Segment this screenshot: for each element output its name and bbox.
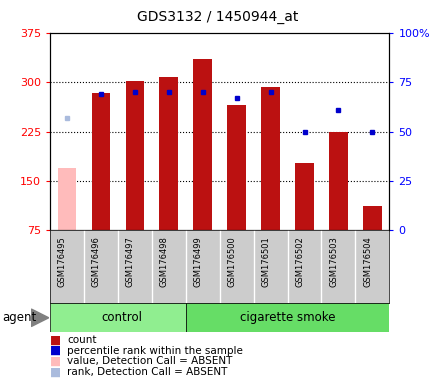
Text: control: control	[102, 311, 142, 324]
Text: ■: ■	[50, 355, 61, 368]
Bar	[295, 162, 313, 230]
Text: ■: ■	[50, 344, 61, 357]
Text: GSM176501: GSM176501	[261, 236, 270, 287]
Bar	[193, 59, 211, 230]
Bar	[125, 81, 144, 230]
Polygon shape	[31, 309, 49, 326]
Text: GSM176499: GSM176499	[193, 236, 202, 287]
Text: rank, Detection Call = ABSENT: rank, Detection Call = ABSENT	[67, 367, 227, 377]
Bar	[227, 105, 245, 230]
Text: ■: ■	[50, 366, 61, 379]
Text: agent: agent	[2, 311, 36, 324]
Text: GSM176502: GSM176502	[295, 236, 304, 287]
Text: GSM176503: GSM176503	[329, 236, 338, 287]
Text: GSM176504: GSM176504	[362, 236, 372, 287]
Text: GSM176496: GSM176496	[92, 236, 101, 287]
Bar	[185, 303, 388, 332]
Bar	[362, 206, 381, 230]
Text: GSM176495: GSM176495	[58, 236, 67, 287]
Bar	[58, 168, 76, 230]
Text: GSM176500: GSM176500	[227, 236, 236, 287]
Text: percentile rank within the sample: percentile rank within the sample	[67, 346, 243, 356]
Text: GDS3132 / 1450944_at: GDS3132 / 1450944_at	[137, 10, 297, 23]
Bar	[92, 93, 110, 230]
Text: count: count	[67, 335, 97, 345]
Bar	[329, 131, 347, 230]
Bar	[261, 87, 279, 230]
Bar	[159, 78, 178, 230]
Text: GSM176498: GSM176498	[159, 236, 168, 287]
Bar	[50, 303, 185, 332]
Text: GSM176497: GSM176497	[125, 236, 135, 287]
Text: ■: ■	[50, 333, 61, 346]
Text: value, Detection Call = ABSENT: value, Detection Call = ABSENT	[67, 356, 232, 366]
Text: cigarette smoke: cigarette smoke	[239, 311, 335, 324]
